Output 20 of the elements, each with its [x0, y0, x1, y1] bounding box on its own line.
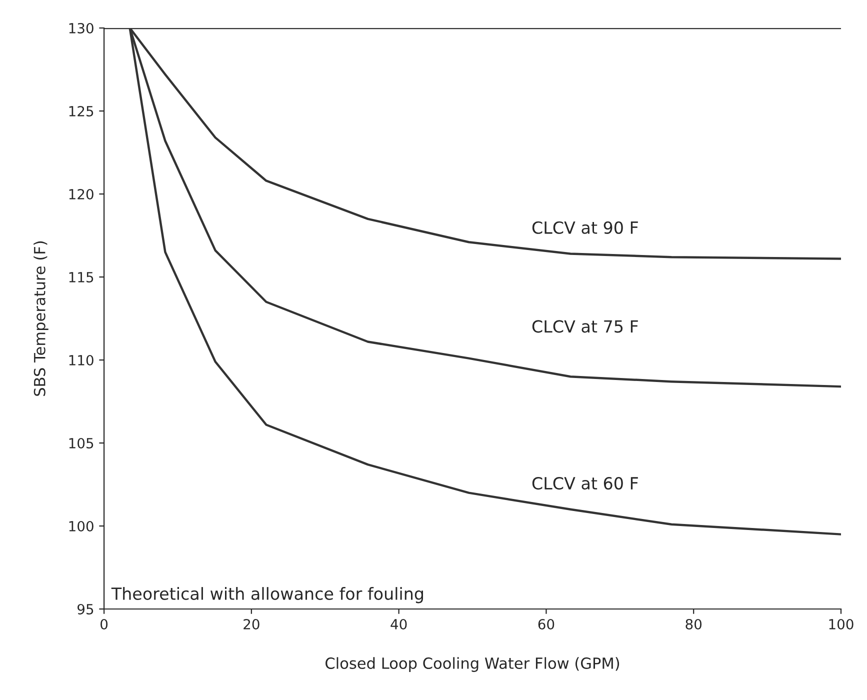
annotation: CLCV at 75 F [532, 320, 638, 333]
y-tick-label: 95 [78, 604, 94, 614]
annotation: CLCV at 90 F [532, 221, 638, 234]
annotation: CLCV at 60 F [532, 476, 638, 490]
x-tick-label: 80 [686, 618, 702, 630]
y-tick-label: 105 [69, 438, 94, 448]
x-tick-label: 100 [829, 618, 854, 630]
y-tick-label: 100 [69, 520, 94, 532]
y-tick-label: 120 [69, 188, 94, 200]
y-axis-title: SBS Temperature (F) [34, 241, 48, 396]
y-tick-label: 125 [69, 106, 94, 116]
x-tick-label: 40 [390, 618, 407, 630]
x-tick-label: 0 [100, 618, 108, 630]
annotation: Theoretical with allowance for fouling [111, 587, 423, 604]
y-tick-label: 130 [69, 22, 94, 34]
y-tick-label: 115 [69, 272, 94, 282]
x-tick-label: 20 [244, 618, 260, 630]
y-tick-label: 110 [69, 354, 94, 366]
x-tick-label: 60 [538, 618, 554, 630]
x-axis-title: Closed Loop Cooling Water Flow (GPM) [326, 657, 620, 672]
